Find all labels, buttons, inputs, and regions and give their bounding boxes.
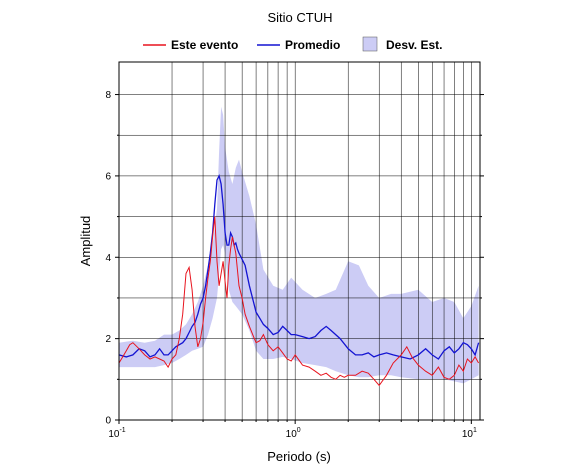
legend: Este evento Promedio Desv. Est. bbox=[143, 36, 442, 52]
legend-label-event: Este evento bbox=[171, 38, 238, 52]
legend-label-mean: Promedio bbox=[285, 38, 340, 52]
plot-area bbox=[118, 61, 481, 421]
x-axis-label: Periodo (s) bbox=[267, 449, 331, 464]
y-tick-label: 4 bbox=[105, 253, 111, 264]
std-dev-band bbox=[119, 106, 479, 384]
x-tick-label: 10-1 bbox=[108, 427, 125, 440]
legend-swatch-band bbox=[362, 36, 378, 52]
x-tick-label: 101 bbox=[462, 427, 477, 440]
legend-label-band: Desv. Est. bbox=[386, 38, 442, 52]
y-tick-label: 8 bbox=[105, 90, 111, 101]
grid-lines bbox=[119, 62, 480, 420]
y-tick-label: 2 bbox=[105, 334, 111, 345]
chart-title: Sitio CTUH bbox=[267, 10, 332, 25]
series-line-event bbox=[118, 216, 480, 387]
x-tick-label: 100 bbox=[286, 427, 301, 440]
y-axis: 0 2 4 6 8 bbox=[105, 90, 484, 427]
x-axis: 10-1 100 101 bbox=[108, 420, 477, 440]
plot-frame bbox=[118, 61, 481, 421]
series-line-mean bbox=[118, 174, 480, 360]
y-tick-label: 0 bbox=[105, 416, 111, 427]
y-axis-label: Amplitud bbox=[78, 216, 93, 267]
y-tick-label: 6 bbox=[105, 171, 111, 182]
